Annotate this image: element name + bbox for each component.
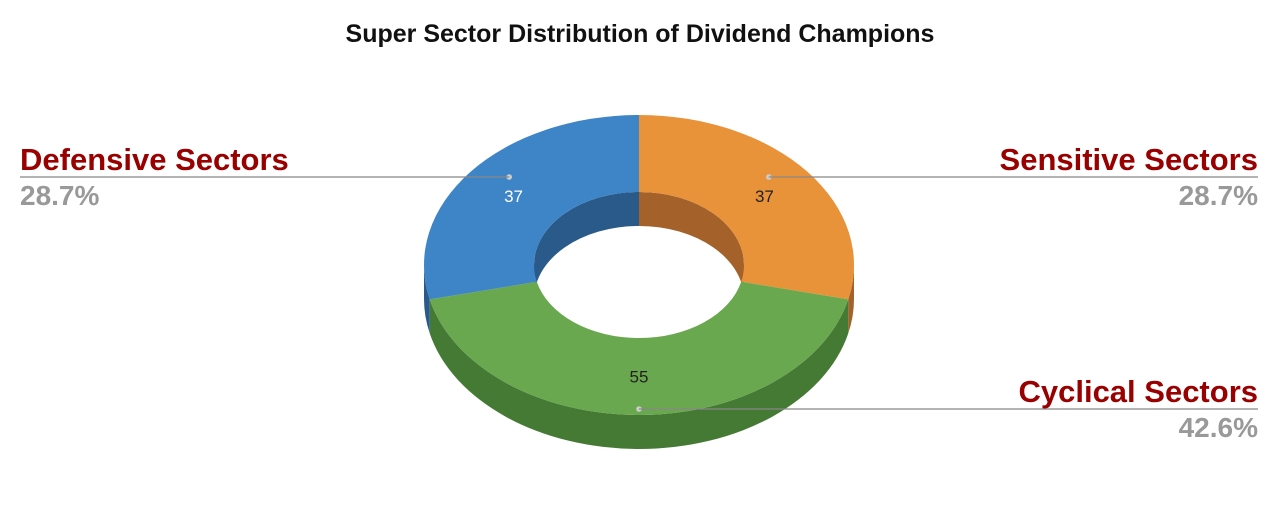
category-label-sensitive-sectors: Sensitive Sectors: [1000, 142, 1258, 177]
percent-label-sensitive-sectors: 28.7%: [1179, 180, 1258, 211]
slice-defensive-sectors: [424, 115, 639, 300]
percent-label-defensive-sectors: 28.7%: [20, 180, 99, 211]
percent-label-cyclical-sectors: 42.6%: [1179, 412, 1258, 443]
slice-cyclical-sectors: [429, 281, 849, 416]
donut-side-walls: [424, 192, 854, 450]
category-label-defensive-sectors: Defensive Sectors: [20, 142, 289, 177]
chart-title: Super Sector Distribution of Dividend Ch…: [346, 20, 935, 48]
outer-wall-defensive-sectors: [424, 265, 430, 334]
value-label-defensive-sectors: 37: [504, 187, 523, 206]
outer-wall-cyclical-sectors: [429, 299, 849, 450]
inner-wall-defensive-sectors: [534, 192, 639, 299]
donut-top-faces: [424, 115, 854, 416]
outer-wall-sensitive-sectors: [848, 265, 854, 334]
slice-sensitive-sectors: [639, 115, 854, 300]
category-label-cyclical-sectors: Cyclical Sectors: [1018, 374, 1258, 409]
slice-value-labels: 37 55 37: [504, 187, 774, 387]
value-label-cyclical-sectors: 55: [630, 368, 649, 387]
inner-wall-sensitive-sectors: [639, 192, 744, 299]
value-label-sensitive-sectors: 37: [755, 187, 774, 206]
